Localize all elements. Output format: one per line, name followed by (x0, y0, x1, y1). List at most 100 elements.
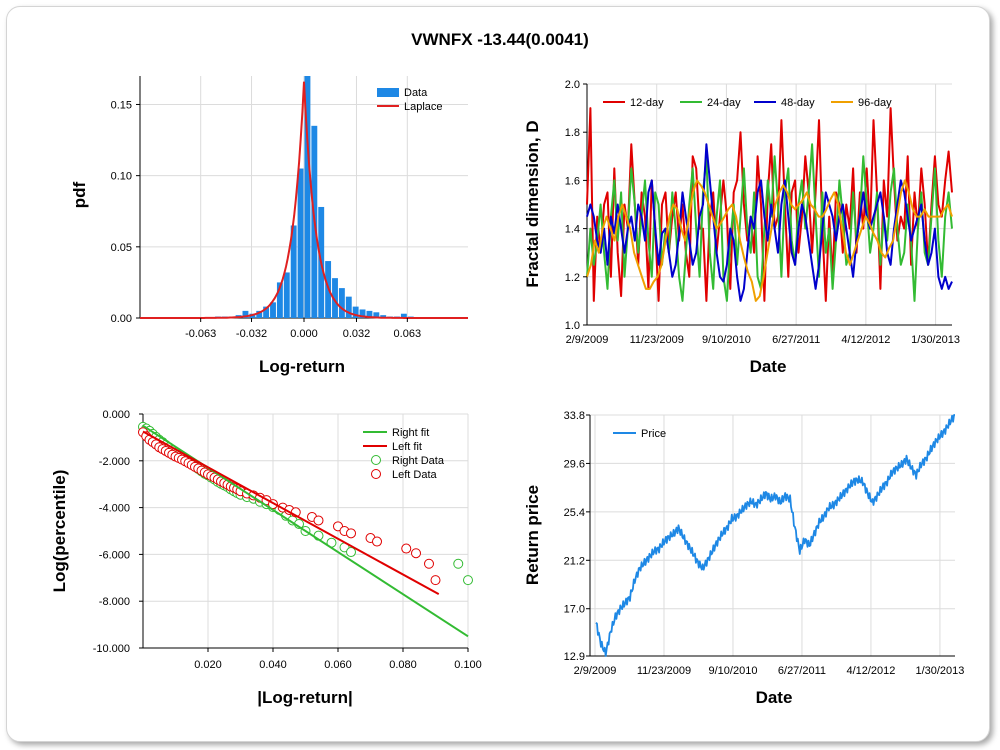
y-tick-label: 1.0 (565, 320, 580, 332)
y-tick-label: 21.2 (564, 555, 585, 567)
histogram-bar (366, 310, 373, 318)
histogram-bar (345, 296, 352, 318)
y-axis-title: Fractal dimension, D (523, 120, 542, 287)
series-line-48-day (586, 143, 953, 302)
histogram-bar (359, 309, 366, 318)
tail-panel: 0.020 0.040 0.060 0.080 0.100 0.000 -2.000 -4.0… (50, 409, 482, 707)
scatter-point-left-data (401, 543, 412, 554)
x-axis-title: |Log-return| (257, 688, 352, 707)
scatter-point-left-data (411, 548, 421, 559)
histogram-bar (380, 315, 387, 318)
legend-label-right-data: Right Data (392, 455, 445, 467)
x-tick-label: 0.000 (290, 328, 318, 340)
histogram-bar (276, 282, 283, 318)
x-tick-label: 11/23/2009 (637, 665, 691, 677)
y-tick-label: -2.000 (99, 456, 130, 468)
histogram-bar (304, 76, 311, 318)
y-tick-label: 0.00 (111, 313, 132, 325)
x-tick-label: 2/9/2009 (574, 665, 617, 677)
y-tick-label: 1.8 (565, 127, 580, 139)
x-axis-title: Date (756, 688, 793, 707)
histogram-bar (256, 310, 263, 318)
series-line-12-day (586, 107, 953, 302)
y-axis-title: Log(percentile) (50, 470, 69, 593)
scatter-point-left-data (424, 558, 434, 569)
x-tick-label: 2/9/2009 (566, 334, 609, 346)
y-tick-label: -6.000 (99, 549, 130, 561)
legend-label-96-day: 96-day (858, 97, 892, 109)
scatter-point-right-data (463, 575, 473, 586)
histogram-panel: -0.063 -0.032 0.000 0.032 0.063 0.00 0.05 0.10 0… (70, 76, 468, 376)
x-tick-label: 9/10/2010 (709, 665, 758, 677)
scatter-point-right-data (453, 558, 464, 569)
x-axis-title: Date (750, 357, 787, 376)
legend-label-12-day: 12-day (630, 97, 664, 109)
y-tick-label: 29.6 (564, 458, 585, 470)
y-tick-label: -4.000 (99, 503, 130, 515)
histogram-bar (373, 312, 380, 318)
legend-label-right-fit: Right fit (392, 427, 429, 439)
y-tick-label: 0.15 (111, 99, 132, 111)
y-tick-label: 0.10 (111, 171, 132, 183)
histogram-bar (290, 225, 297, 318)
x-tick-label: 0.032 (343, 328, 371, 340)
page-title: VWNFX -13.44(0.0041) (411, 30, 589, 49)
legend-label-left-data: Left Data (392, 469, 438, 481)
y-tick-label: 1.2 (565, 272, 580, 284)
histogram-bar (297, 168, 304, 318)
x-tick-label: 0.063 (394, 328, 422, 340)
x-tick-label: 1/30/2013 (911, 334, 960, 346)
scatter-point-left-data (313, 515, 324, 526)
x-tick-label: 6/27/2011 (778, 665, 826, 677)
histogram-bar (338, 288, 345, 318)
x-tick-label: -0.032 (236, 328, 267, 340)
y-axis-title: pdf (70, 181, 89, 208)
legend-label-48-day: 48-day (781, 97, 815, 109)
laplace-curve (140, 81, 468, 319)
y-tick-label: 0.05 (111, 242, 132, 254)
y-axis-title: Return price (523, 485, 542, 585)
histogram-bar (242, 310, 249, 318)
scatter-point-left-data (372, 536, 382, 547)
chart-frame (6, 6, 990, 742)
y-tick-label: 2.0 (565, 79, 580, 91)
histogram-bar (283, 272, 290, 318)
scatter-point-right-data (346, 547, 356, 558)
x-tick-label: 4/12/2012 (846, 665, 895, 677)
y-tick-label: 1.6 (565, 175, 580, 187)
histogram-bar (263, 306, 270, 318)
y-tick-label: 25.4 (564, 507, 585, 519)
x-tick-label: 0.080 (389, 659, 417, 671)
y-tick-label: 33.8 (564, 410, 585, 422)
legend-swatch-left-data (371, 469, 381, 479)
x-tick-label: 11/23/2009 (630, 334, 684, 346)
series-line-96-day (586, 179, 953, 302)
scatter-point-left-data (346, 528, 356, 539)
x-tick-label: -0.063 (185, 328, 216, 340)
legend-label-laplace: Laplace (404, 101, 443, 113)
y-tick-label: -8.000 (99, 596, 130, 608)
scatter-point-left-data (430, 575, 441, 586)
y-tick-label: -10.000 (93, 643, 130, 655)
y-tick-label: 12.9 (564, 651, 585, 663)
fit-line-left-fit (142, 430, 440, 596)
x-tick-label: 0.100 (454, 659, 482, 671)
legend-label-data: Data (404, 87, 428, 99)
legend-label-left-fit: Left fit (392, 441, 422, 453)
x-tick-label: 0.020 (194, 659, 222, 671)
x-axis-title: Log-return (259, 357, 345, 376)
legend-swatch-right-data (371, 455, 381, 465)
x-tick-label: 0.040 (259, 659, 287, 671)
y-tick-label: 0.000 (102, 409, 130, 421)
x-tick-label: 4/12/2012 (841, 334, 890, 346)
price-line (595, 414, 955, 657)
legend-swatch-data (377, 88, 399, 97)
histogram-bar (332, 278, 338, 318)
x-tick-label: 6/27/2011 (772, 334, 820, 346)
legend-label-price: Price (641, 428, 666, 440)
histogram-bar (352, 306, 359, 318)
x-tick-label: 9/10/2010 (702, 334, 751, 346)
histogram-bar (270, 302, 276, 318)
x-tick-label: 0.060 (324, 659, 352, 671)
